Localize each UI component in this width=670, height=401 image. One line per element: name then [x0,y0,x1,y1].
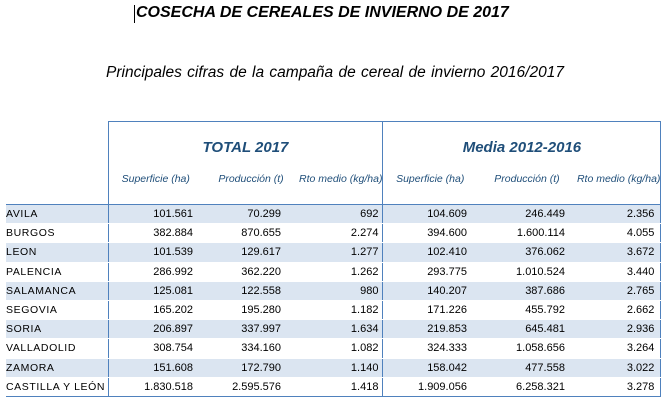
table-row: SALAMANCA 125.081 122.558 980 140.207 387.686… [6,280,662,301]
produccion-2017-cell: 334.160 [203,338,299,359]
column-header-superficie-media: Superficie (ha) [396,173,465,185]
produccion-2017-cell: 195.280 [203,300,299,321]
rto-medio-media-cell: 2.765 [576,281,662,301]
superficie-media-cell: 1.909.056 [382,377,477,397]
province-name-cell: LEON [6,242,108,263]
produccion-2017-cell: 122.558 [203,281,299,301]
province-name-cell: AVILA [6,203,108,225]
province-name-cell: VALLADOLID [6,338,108,359]
rto-medio-media-cell: 2.356 [576,203,662,225]
rto-medio-media-cell: 3.440 [576,262,662,282]
superficie-media-cell: 158.042 [382,358,477,378]
produccion-media-cell: 477.558 [476,358,577,378]
column-header-produccion-media: Producción (t) [494,173,560,185]
produccion-media-cell: 6.258.321 [476,377,577,397]
table-row: PALENCIA 286.992 362.220 1.262 293.775 1.010.… [6,261,662,282]
rto-medio-2017-cell: 980 [299,281,384,301]
corner-cell [6,122,108,173]
superficie-2017-cell: 165.202 [107,300,203,321]
document-title: COSECHA DE CEREALES DE INVIERNO DE 2017 [136,4,509,21]
produccion-media-cell: 1.600.114 [476,223,577,244]
superficie-2017-cell: 286.992 [107,262,203,282]
province-name-cell: PALENCIA [6,261,108,282]
superficie-2017-cell: 206.897 [107,319,203,340]
produccion-media-cell: 387.686 [476,281,577,301]
table-row: SEGOVIA 165.202 195.280 1.182 171.226 455.792… [6,299,662,321]
superficie-2017-cell: 308.754 [107,338,203,359]
table-row: SORIA 206.897 337.997 1.634 219.853 645.481 2.… [6,319,662,340]
produccion-media-cell: 1.058.656 [476,338,577,359]
column-header-rto-medio: Rto medio (kg/ha) [299,172,384,205]
province-name-cell: BURGOS [6,223,108,244]
rto-medio-2017-cell: 692 [299,203,384,225]
superficie-media-cell: 102.410 [382,242,477,263]
column-header-produccion: Producción (t) [218,173,284,185]
superficie-media-cell: 394.600 [382,223,477,244]
rto-medio-2017-cell: 1.418 [299,377,384,397]
province-name-cell: ZAMORA [6,357,108,378]
rto-medio-media-cell: 2.936 [576,319,662,340]
produccion-2017-cell: 172.790 [203,358,299,378]
table-row: LEON 101.539 129.617 1.277 102.410 376.062 3.6… [6,242,662,263]
produccion-media-cell: 645.481 [476,319,577,340]
rto-medio-media-cell: 3.022 [576,358,662,378]
rto-medio-2017-cell: 1.082 [299,338,384,359]
rto-medio-2017-cell: 1.182 [299,300,384,321]
produccion-2017-cell: 337.997 [203,319,299,340]
rto-medio-2017-cell: 1.634 [299,319,384,340]
produccion-2017-cell: 70.299 [203,203,299,225]
superficie-2017-cell: 101.539 [107,242,203,263]
superficie-2017-cell: 1.830.518 [107,377,203,397]
superficie-2017-cell: 151.608 [107,358,203,378]
produccion-media-cell: 1.010.524 [476,262,577,282]
table-row: BURGOS 382.884 870.655 2.274 394.600 1.600.11… [6,223,662,244]
produccion-media-cell: 376.062 [476,242,577,263]
produccion-media-cell: 455.792 [476,300,577,321]
document-subtitle: Principales cifras de la campaña de cere… [106,64,564,81]
column-header-rto-medio-media: Rto medio (kg/ha) [576,172,662,205]
produccion-2017-cell: 2.595.576 [203,377,299,397]
province-name-cell: CASTILLA Y LEÓN [6,376,108,397]
superficie-media-cell: 324.333 [382,338,477,359]
rto-medio-media-cell: 4.055 [576,223,662,244]
superficie-media-cell: 293.775 [382,262,477,282]
group-header-media-2012-2016: Media 2012-2016 [382,121,662,172]
table-row: CASTILLA Y LEÓN 1.830.518 2.595.576 1.418 1.… [6,376,662,397]
province-name-cell: SALAMANCA [6,280,108,301]
rto-medio-2017-cell: 1.140 [299,358,384,378]
table-row: VALLADOLID 308.754 334.160 1.082 324.333 1.05… [6,338,662,359]
group-header-total-2017: TOTAL 2017 [107,121,384,172]
rto-medio-2017-cell: 1.262 [299,262,384,282]
rto-medio-media-cell: 3.264 [576,338,662,359]
superficie-media-cell: 219.853 [382,319,477,340]
rto-medio-media-cell: 3.672 [576,242,662,263]
superficie-media-cell: 171.226 [382,300,477,321]
superficie-media-cell: 140.207 [382,281,477,301]
cereal-harvest-table: TOTAL 2017 Media 2012-2016 Superficie (h… [6,121,662,397]
province-name-cell: SEGOVIA [6,299,108,321]
superficie-2017-cell: 125.081 [107,281,203,301]
produccion-2017-cell: 129.617 [203,242,299,263]
table-row: ZAMORA 151.608 172.790 1.140 158.042 477.558 3… [6,357,662,378]
rto-medio-2017-cell: 2.274 [299,223,384,244]
superficie-2017-cell: 382.884 [107,223,203,244]
rto-medio-2017-cell: 1.277 [299,242,384,263]
rto-medio-media-cell: 3.278 [576,377,662,397]
superficie-2017-cell: 101.561 [107,203,203,225]
column-header-superficie: Superficie (ha) [107,172,203,205]
produccion-media-cell: 246.449 [476,203,577,225]
produccion-2017-cell: 362.220 [203,262,299,282]
text-cursor [134,5,135,23]
table-row: AVILA 101.561 70.299 692 104.609 246.449 2.356 [6,203,662,225]
superficie-media-cell: 104.609 [382,203,477,225]
rto-medio-media-cell: 2.662 [576,300,662,321]
province-name-cell: SORIA [6,319,108,340]
corner-cell [6,172,108,205]
produccion-2017-cell: 870.655 [203,223,299,244]
